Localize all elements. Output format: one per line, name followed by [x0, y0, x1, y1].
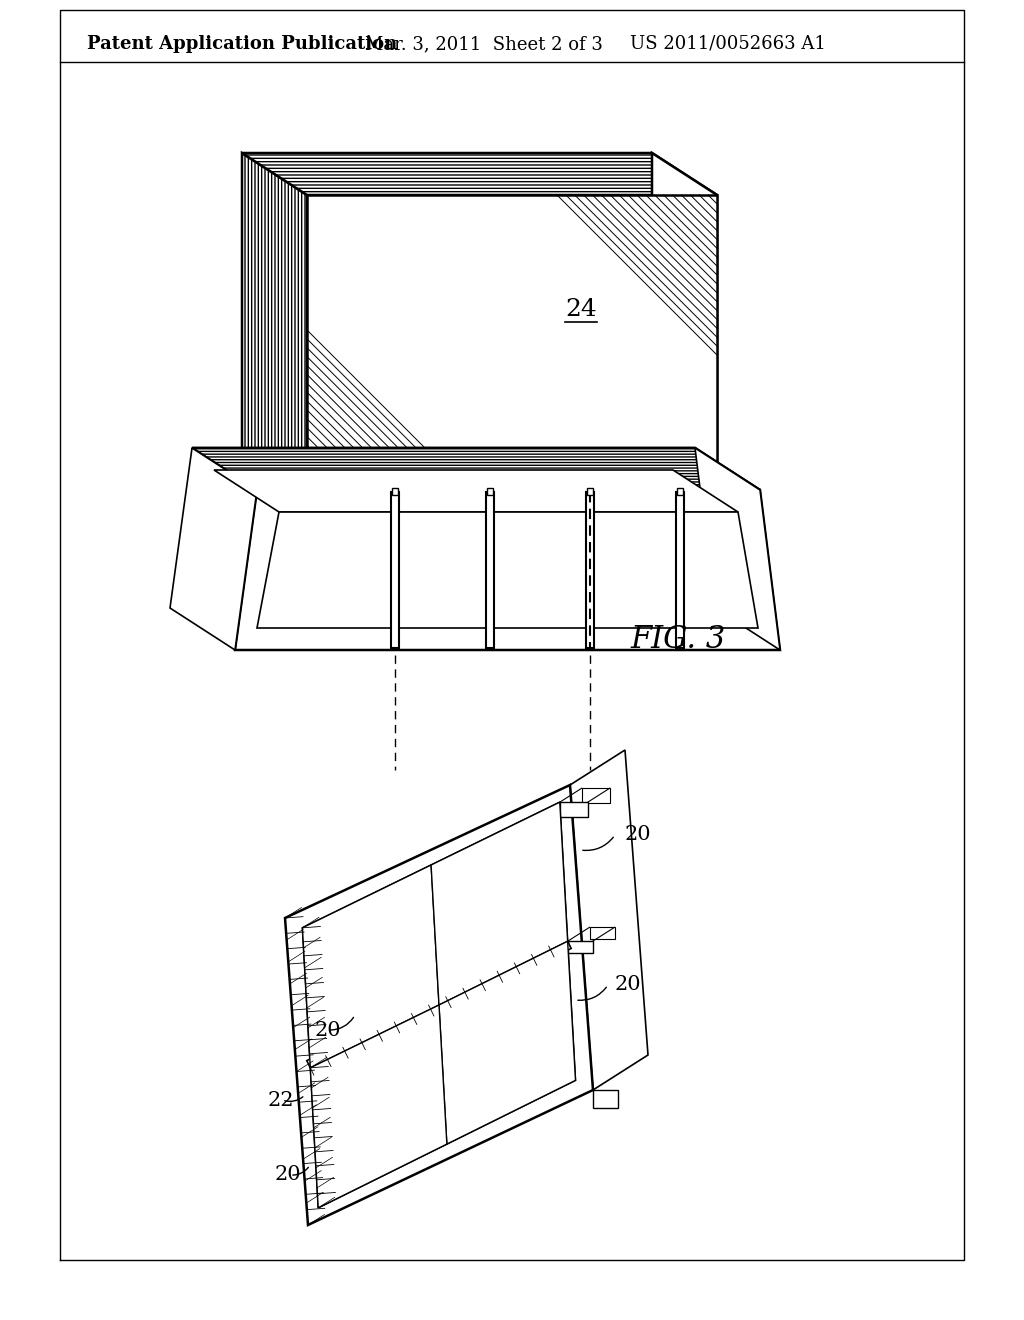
Polygon shape	[242, 153, 307, 490]
Polygon shape	[285, 785, 593, 1225]
Polygon shape	[302, 865, 439, 1068]
Polygon shape	[582, 788, 609, 803]
Polygon shape	[593, 1090, 618, 1107]
Text: FIG. 3: FIG. 3	[630, 624, 725, 656]
Text: 20: 20	[615, 975, 642, 994]
Polygon shape	[439, 941, 575, 1144]
Polygon shape	[570, 750, 648, 1090]
Polygon shape	[560, 803, 588, 817]
Polygon shape	[431, 803, 567, 1005]
Polygon shape	[586, 492, 594, 648]
Polygon shape	[676, 492, 684, 648]
Text: Mar. 3, 2011  Sheet 2 of 3: Mar. 3, 2011 Sheet 2 of 3	[365, 36, 603, 53]
Text: US 2011/0052663 A1: US 2011/0052663 A1	[630, 36, 826, 53]
Polygon shape	[193, 447, 760, 490]
Polygon shape	[677, 488, 683, 495]
Polygon shape	[587, 488, 593, 495]
Text: 22: 22	[268, 1090, 295, 1110]
Polygon shape	[302, 803, 575, 1208]
Polygon shape	[695, 447, 780, 649]
Text: 20: 20	[275, 1166, 302, 1184]
Polygon shape	[170, 447, 257, 649]
Text: Patent Application Publication: Patent Application Publication	[87, 36, 397, 53]
Polygon shape	[242, 153, 717, 195]
Text: 20: 20	[315, 1020, 342, 1040]
Polygon shape	[391, 492, 399, 648]
Text: 24: 24	[565, 298, 597, 322]
Polygon shape	[214, 470, 738, 512]
Polygon shape	[234, 490, 780, 649]
Polygon shape	[307, 935, 571, 1074]
Polygon shape	[257, 512, 758, 628]
Polygon shape	[193, 447, 760, 490]
Polygon shape	[392, 488, 398, 495]
Polygon shape	[567, 941, 593, 953]
Polygon shape	[307, 195, 717, 490]
Polygon shape	[652, 153, 717, 490]
Polygon shape	[486, 492, 494, 648]
Polygon shape	[590, 927, 614, 940]
Polygon shape	[487, 488, 493, 495]
Polygon shape	[310, 1005, 446, 1208]
Text: 20: 20	[625, 825, 651, 845]
